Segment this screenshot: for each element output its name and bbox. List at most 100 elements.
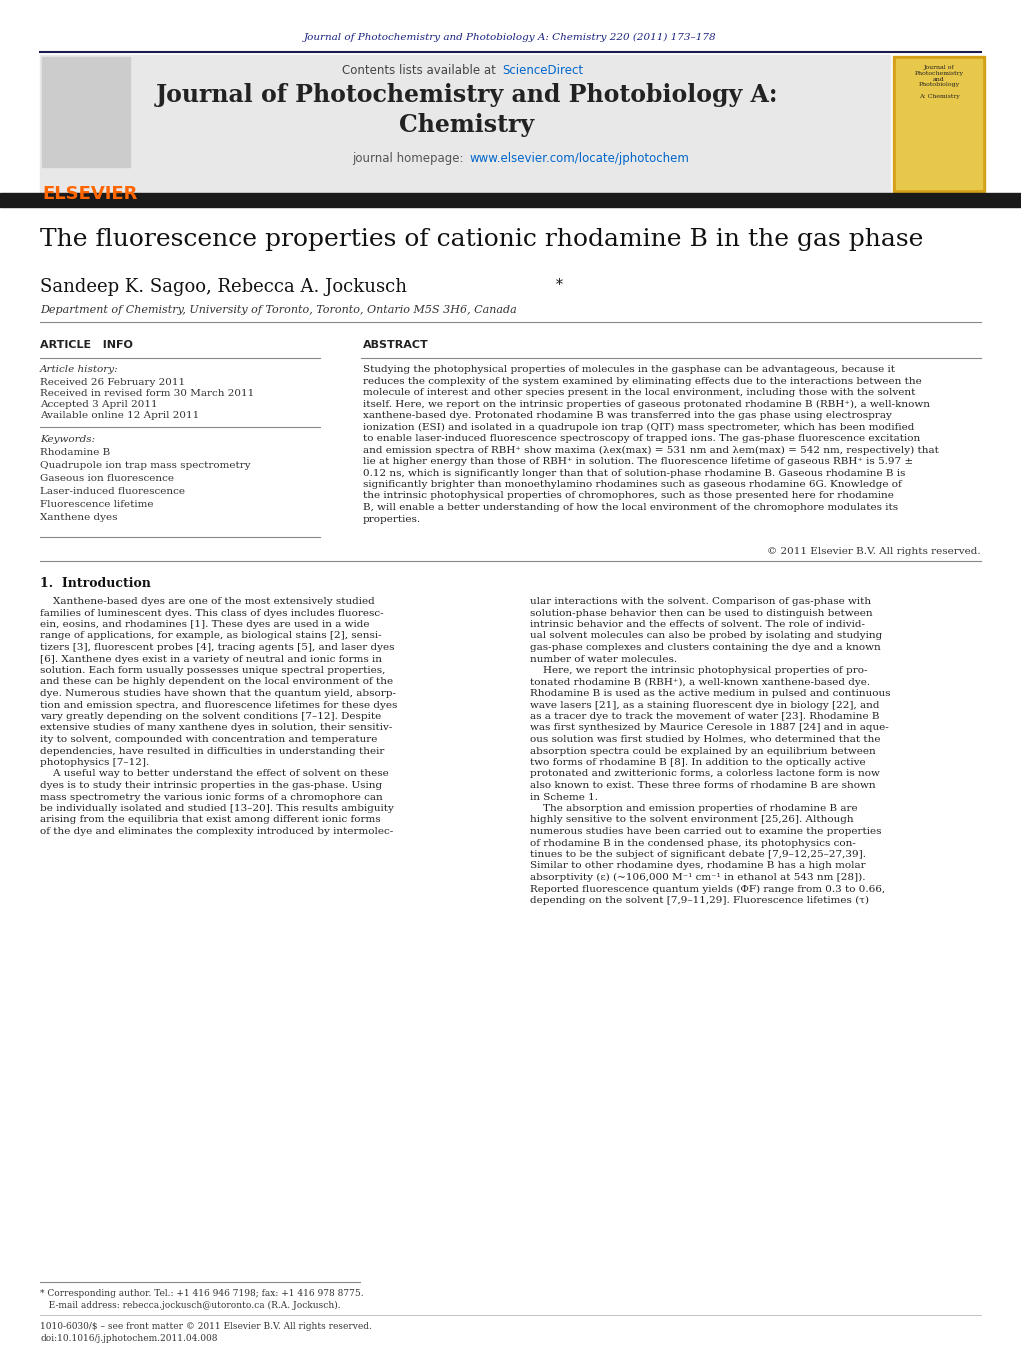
Text: Laser-induced fluorescence: Laser-induced fluorescence (40, 486, 185, 496)
Text: Received in revised form 30 March 2011: Received in revised form 30 March 2011 (40, 389, 254, 399)
Text: reduces the complexity of the system examined by eliminating effects due to the : reduces the complexity of the system exa… (363, 377, 922, 385)
Text: of the dye and eliminates the complexity introduced by intermolec-: of the dye and eliminates the complexity… (40, 827, 393, 836)
Text: number of water molecules.: number of water molecules. (530, 654, 677, 663)
Text: Here, we report the intrinsic photophysical properties of pro-: Here, we report the intrinsic photophysi… (530, 666, 868, 676)
Text: arising from the equilibria that exist among different ionic forms: arising from the equilibria that exist a… (40, 816, 381, 824)
Text: absorption spectra could be explained by an equilibrium between: absorption spectra could be explained by… (530, 747, 876, 755)
Text: highly sensitive to the solvent environment [25,26]. Although: highly sensitive to the solvent environm… (530, 816, 854, 824)
Text: ular interactions with the solvent. Comparison of gas-phase with: ular interactions with the solvent. Comp… (530, 597, 871, 607)
Text: Chemistry: Chemistry (399, 113, 535, 136)
Text: tonated rhodamine B (RBH⁺), a well-known xanthene-based dye.: tonated rhodamine B (RBH⁺), a well-known… (530, 677, 870, 686)
Bar (893, 55, 985, 192)
Text: lie at higher energy than those of RBH⁺ in solution. The fluorescence lifetime o: lie at higher energy than those of RBH⁺ … (363, 457, 913, 466)
Text: ity to solvent, compounded with concentration and temperature: ity to solvent, compounded with concentr… (40, 735, 378, 744)
Text: intrinsic behavior and the effects of solvent. The role of individ-: intrinsic behavior and the effects of so… (530, 620, 865, 630)
Text: solution. Each form usually possesses unique spectral properties,: solution. Each form usually possesses un… (40, 666, 385, 676)
Text: [6]. Xanthene dyes exist in a variety of neutral and ionic forms in: [6]. Xanthene dyes exist in a variety of… (40, 654, 382, 663)
Text: *: * (556, 278, 563, 292)
Text: Department of Chemistry, University of Toronto, Toronto, Ontario M5S 3H6, Canada: Department of Chemistry, University of T… (40, 305, 517, 315)
Text: two forms of rhodamine B [8]. In addition to the optically active: two forms of rhodamine B [8]. In additio… (530, 758, 866, 767)
Text: 0.12 ns, which is significantly longer than that of solution-phase rhodamine B. : 0.12 ns, which is significantly longer t… (363, 469, 906, 477)
Text: molecule of interest and other species present in the local environment, includi: molecule of interest and other species p… (363, 388, 916, 397)
Text: and emission spectra of RBH⁺ show maxima (λex(max) = 531 nm and λem(max) = 542 n: and emission spectra of RBH⁺ show maxima… (363, 446, 939, 455)
Text: mass spectrometry the various ionic forms of a chromophore can: mass spectrometry the various ionic form… (40, 793, 383, 801)
Text: to enable laser-induced fluorescence spectroscopy of trapped ions. The gas-phase: to enable laser-induced fluorescence spe… (363, 434, 920, 443)
Text: journal homepage:: journal homepage: (352, 153, 467, 165)
Text: numerous studies have been carried out to examine the properties: numerous studies have been carried out t… (530, 827, 881, 836)
Text: Fluorescence lifetime: Fluorescence lifetime (40, 500, 153, 509)
Text: wave lasers [21], as a staining fluorescent dye in biology [22], and: wave lasers [21], as a staining fluoresc… (530, 701, 879, 709)
Text: The absorption and emission properties of rhodamine B are: The absorption and emission properties o… (530, 804, 858, 813)
Text: doi:10.1016/j.jphotochem.2011.04.008: doi:10.1016/j.jphotochem.2011.04.008 (40, 1333, 217, 1343)
Text: E-mail address: rebecca.jockusch@utoronto.ca (R.A. Jockusch).: E-mail address: rebecca.jockusch@utoront… (40, 1301, 341, 1310)
Text: tizers [3], fluorescent probes [4], tracing agents [5], and laser dyes: tizers [3], fluorescent probes [4], trac… (40, 643, 394, 653)
Text: 1010-6030/$ – see front matter © 2011 Elsevier B.V. All rights reserved.: 1010-6030/$ – see front matter © 2011 El… (40, 1323, 372, 1331)
Text: ELSEVIER: ELSEVIER (42, 185, 138, 203)
Text: The fluorescence properties of cationic rhodamine B in the gas phase: The fluorescence properties of cationic … (40, 228, 923, 251)
Text: be individually isolated and studied [13–20]. This results ambiguity: be individually isolated and studied [13… (40, 804, 394, 813)
Text: Quadrupole ion trap mass spectrometry: Quadrupole ion trap mass spectrometry (40, 461, 250, 470)
Text: Received 26 February 2011: Received 26 February 2011 (40, 378, 185, 386)
Text: Journal of
Photochemistry
and
Photobiology

A: Chemistry: Journal of Photochemistry and Photobiolo… (915, 65, 964, 99)
Text: Studying the photophysical properties of molecules in the gasphase can be advant: Studying the photophysical properties of… (363, 365, 895, 374)
Text: itself. Here, we report on the intrinsic properties of gaseous protonated rhodam: itself. Here, we report on the intrinsic… (363, 400, 930, 408)
Text: protonated and zwitterionic forms, a colorless lactone form is now: protonated and zwitterionic forms, a col… (530, 770, 880, 778)
Text: Gaseous ion fluorescence: Gaseous ion fluorescence (40, 474, 174, 484)
Text: Accepted 3 April 2011: Accepted 3 April 2011 (40, 400, 157, 409)
Text: dye. Numerous studies have shown that the quantum yield, absorp-: dye. Numerous studies have shown that th… (40, 689, 396, 698)
Text: was first synthesized by Maurice Ceresole in 1887 [24] and in aque-: was first synthesized by Maurice Ceresol… (530, 724, 888, 732)
Text: as a tracer dye to track the movement of water [23]. Rhodamine B: as a tracer dye to track the movement of… (530, 712, 879, 721)
Bar (42, 57, 130, 168)
Text: gas-phase complexes and clusters containing the dye and a known: gas-phase complexes and clusters contain… (530, 643, 881, 653)
Text: Keywords:: Keywords: (40, 435, 95, 444)
Text: Available online 12 April 2011: Available online 12 April 2011 (40, 411, 199, 420)
Text: range of applications, for example, as biological stains [2], sensi-: range of applications, for example, as b… (40, 631, 382, 640)
Text: the intrinsic photophysical properties of chromophores, such as those presented : the intrinsic photophysical properties o… (363, 492, 893, 500)
Text: ScienceDirect: ScienceDirect (502, 63, 583, 77)
Text: significantly brighter than monoethylamino rhodamines such as gaseous rhodamine : significantly brighter than monoethylami… (363, 480, 902, 489)
Text: ein, eosins, and rhodamines [1]. These dyes are used in a wide: ein, eosins, and rhodamines [1]. These d… (40, 620, 370, 630)
Text: Rhodamine B: Rhodamine B (40, 449, 110, 457)
Text: dependencies, have resulted in difficulties in understanding their: dependencies, have resulted in difficult… (40, 747, 384, 755)
Text: ABSTRACT: ABSTRACT (363, 340, 429, 350)
Text: Rhodamine B is used as the active medium in pulsed and continuous: Rhodamine B is used as the active medium… (530, 689, 890, 698)
Text: dyes is to study their intrinsic properties in the gas-phase. Using: dyes is to study their intrinsic propert… (40, 781, 382, 790)
Text: Article history:: Article history: (40, 365, 118, 374)
Text: www.elsevier.com/locate/jphotochem: www.elsevier.com/locate/jphotochem (469, 153, 689, 165)
Text: B, will enable a better understanding of how the local environment of the chromo: B, will enable a better understanding of… (363, 503, 898, 512)
Text: extensive studies of many xanthene dyes in solution, their sensitiv-: extensive studies of many xanthene dyes … (40, 724, 392, 732)
Text: A useful way to better understand the effect of solvent on these: A useful way to better understand the ef… (40, 770, 389, 778)
Text: families of luminescent dyes. This class of dyes includes fluoresc-: families of luminescent dyes. This class… (40, 608, 384, 617)
Text: Xanthene-based dyes are one of the most extensively studied: Xanthene-based dyes are one of the most … (40, 597, 375, 607)
Text: photophysics [7–12].: photophysics [7–12]. (40, 758, 149, 767)
Text: Reported fluorescence quantum yields (ΦF) range from 0.3 to 0.66,: Reported fluorescence quantum yields (ΦF… (530, 885, 885, 893)
Text: © 2011 Elsevier B.V. All rights reserved.: © 2011 Elsevier B.V. All rights reserved… (768, 547, 981, 557)
Text: and these can be highly dependent on the local environment of the: and these can be highly dependent on the… (40, 677, 393, 686)
Text: also known to exist. These three forms of rhodamine B are shown: also known to exist. These three forms o… (530, 781, 876, 790)
Text: vary greatly depending on the solvent conditions [7–12]. Despite: vary greatly depending on the solvent co… (40, 712, 381, 721)
Text: in Scheme 1.: in Scheme 1. (530, 793, 598, 801)
Text: properties.: properties. (363, 515, 421, 523)
Text: 1.  Introduction: 1. Introduction (40, 577, 151, 590)
Bar (0, 193, 1021, 207)
Text: Journal of Photochemistry and Photobiology A:: Journal of Photochemistry and Photobiolo… (156, 82, 778, 107)
Bar (896, 59, 982, 189)
Text: Contents lists available at: Contents lists available at (342, 63, 500, 77)
Text: depending on the solvent [7,9–11,29]. Fluorescence lifetimes (τ): depending on the solvent [7,9–11,29]. Fl… (530, 896, 869, 905)
Text: solution-phase behavior then can be used to distinguish between: solution-phase behavior then can be used… (530, 608, 873, 617)
Text: Similar to other rhodamine dyes, rhodamine B has a high molar: Similar to other rhodamine dyes, rhodami… (530, 862, 866, 870)
Text: ARTICLE   INFO: ARTICLE INFO (40, 340, 133, 350)
Text: ous solution was first studied by Holmes, who determined that the: ous solution was first studied by Holmes… (530, 735, 880, 744)
Text: xanthene-based dye. Protonated rhodamine B was transferred into the gas phase us: xanthene-based dye. Protonated rhodamine… (363, 411, 892, 420)
Bar (40, 55, 890, 193)
Text: absorptivity (ε) (~106,000 M⁻¹ cm⁻¹ in ethanol at 543 nm [28]).: absorptivity (ε) (~106,000 M⁻¹ cm⁻¹ in e… (530, 873, 866, 882)
Text: Sandeep K. Sagoo, Rebecca A. Jockusch: Sandeep K. Sagoo, Rebecca A. Jockusch (40, 278, 407, 296)
Text: Xanthene dyes: Xanthene dyes (40, 513, 117, 521)
Text: ual solvent molecules can also be probed by isolating and studying: ual solvent molecules can also be probed… (530, 631, 882, 640)
Text: of rhodamine B in the condensed phase, its photophysics con-: of rhodamine B in the condensed phase, i… (530, 839, 856, 847)
Text: Journal of Photochemistry and Photobiology A: Chemistry 220 (2011) 173–178: Journal of Photochemistry and Photobiolo… (303, 32, 717, 42)
Text: tinues to be the subject of significant debate [7,9–12,25–27,39].: tinues to be the subject of significant … (530, 850, 866, 859)
Text: ionization (ESI) and isolated in a quadrupole ion trap (QIT) mass spectrometer, : ionization (ESI) and isolated in a quadr… (363, 423, 915, 431)
Text: tion and emission spectra, and fluorescence lifetimes for these dyes: tion and emission spectra, and fluoresce… (40, 701, 397, 709)
Text: * Corresponding author. Tel.: +1 416 946 7198; fax: +1 416 978 8775.: * Corresponding author. Tel.: +1 416 946… (40, 1289, 363, 1298)
